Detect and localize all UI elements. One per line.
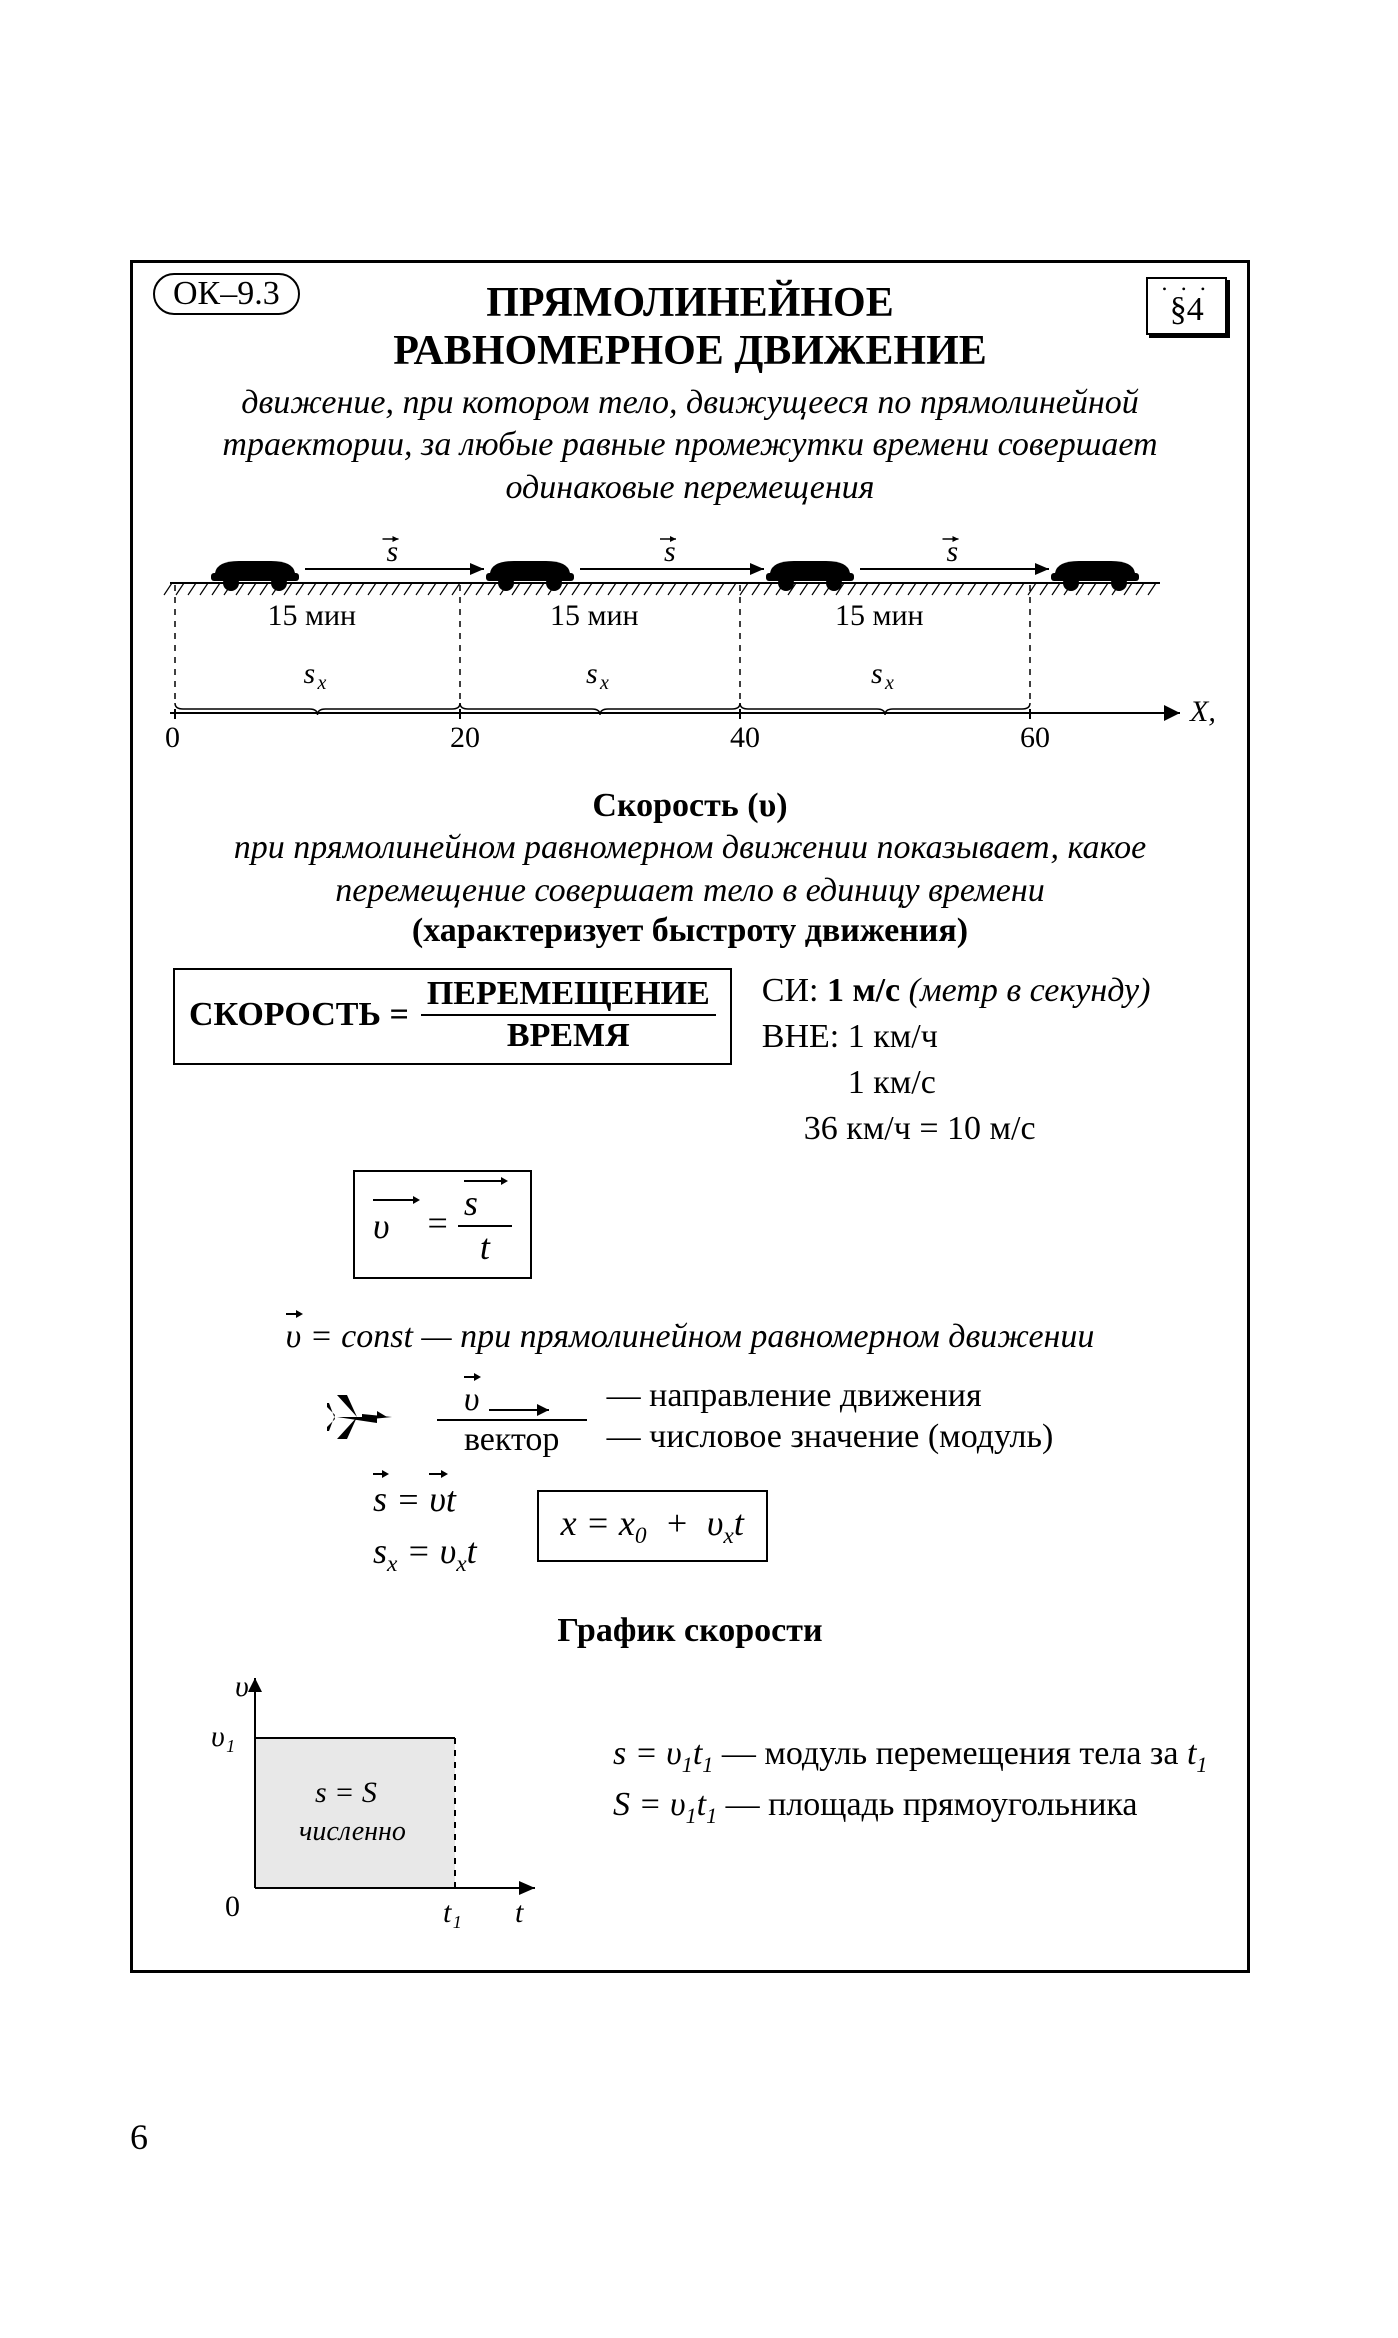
units-l3: 1 км/с bbox=[762, 1060, 1151, 1106]
word-formula-fraction: ПЕРЕМЕЩЕНИЕ ВРЕМЯ bbox=[421, 976, 716, 1053]
vec-den: t bbox=[474, 1227, 496, 1267]
velocity-graph: υ υ₁ 0 t₁ t s = S численно bbox=[193, 1660, 573, 1940]
svg-text:X, км: X, км bbox=[1189, 695, 1220, 728]
svg-text:s: s bbox=[304, 657, 316, 690]
ok-badge: ОК–9.3 bbox=[153, 273, 300, 315]
section-badge-text: §4 bbox=[1170, 291, 1204, 328]
svg-text:υ: υ bbox=[235, 1670, 249, 1703]
svg-text:15 мин: 15 мин bbox=[835, 599, 924, 632]
svg-text:t: t bbox=[515, 1896, 524, 1929]
graph-heading: График скорости bbox=[153, 1612, 1227, 1650]
svg-text:s = S: s = S bbox=[315, 1776, 377, 1809]
plane-row: υ вектор — направление движения — числов… bbox=[153, 1376, 1227, 1459]
speed-heading: Скорость (υ) bbox=[153, 787, 1227, 825]
equation-column: s = υt sx = υxt bbox=[373, 1473, 477, 1579]
road-diagram: sss 15 мин15 мин15 мин sxsxsx 0204060 X,… bbox=[160, 523, 1220, 763]
graph-row: υ υ₁ 0 t₁ t s = S численно s = υ1t1 — мо… bbox=[193, 1660, 1227, 1940]
svg-text:s: s bbox=[586, 657, 598, 690]
word-formula-box: СКОРОСТЬ = ПЕРЕМЕЩЕНИЕ ВРЕМЯ bbox=[173, 968, 732, 1065]
const-rhs: — при прямолинейном равномерном движении bbox=[421, 1318, 1094, 1355]
plane-r1: — направление движения bbox=[607, 1376, 1054, 1417]
section-badge: • • • §4 bbox=[1146, 277, 1227, 335]
svg-text:x: x bbox=[884, 672, 894, 694]
plane-descriptions: — направление движения — числовое значен… bbox=[607, 1376, 1054, 1458]
boxed-equation: x = x0 + υxt bbox=[537, 1490, 768, 1562]
svg-text:15 мин: 15 мин bbox=[268, 599, 357, 632]
units-l2: ВНЕ: 1 км/ч bbox=[762, 1014, 1151, 1060]
plane-bottom-label: вектор bbox=[464, 1421, 559, 1459]
units-l1a: СИ: bbox=[762, 972, 827, 1009]
svg-text:s: s bbox=[871, 657, 883, 690]
plane-r2: — числовое значение (модуль) bbox=[607, 1417, 1054, 1458]
content-frame: ОК–9.3 • • • §4 ПРЯМОЛИНЕЙНОЕ РАВНОМЕРНО… bbox=[130, 260, 1250, 1973]
units-l1b: 1 м/с bbox=[827, 972, 900, 1009]
svg-text:x: x bbox=[599, 672, 609, 694]
plane-top-v: υ bbox=[464, 1376, 480, 1419]
title-line-1: ПРЯМОЛИНЕЙНОЕ bbox=[486, 280, 893, 326]
page: ОК–9.3 • • • §4 ПРЯМОЛИНЕЙНОЕ РАВНОМЕРНО… bbox=[0, 0, 1398, 2338]
definition-text: движение, при котором тело, движущееся п… bbox=[193, 382, 1187, 510]
vec-lhs: υ⃗ bbox=[373, 1199, 418, 1246]
title-line-2: РАВНОМЕРНОЕ ДВИЖЕНИЕ bbox=[393, 328, 987, 374]
graph-explanations: s = υ1t1 — модуль перемещения тела за t1… bbox=[613, 1730, 1207, 1831]
page-title: ПРЯМОЛИНЕЙНОЕ РАВНОМЕРНОЕ ДВИЖЕНИЕ bbox=[153, 279, 1227, 376]
speed-definition: при прямолинейном равномерном движении п… bbox=[193, 827, 1187, 912]
svg-text:15 мин: 15 мин bbox=[550, 599, 639, 632]
svg-text:20: 20 bbox=[450, 721, 480, 754]
svg-text:40: 40 bbox=[730, 721, 760, 754]
word-formula-row: СКОРОСТЬ = ПЕРЕМЕЩЕНИЕ ВРЕМЯ СИ: 1 м/с (… bbox=[173, 968, 1207, 1152]
svg-text:численно: численно bbox=[299, 1816, 406, 1847]
page-number: 6 bbox=[130, 2116, 148, 2158]
units-block: СИ: 1 м/с (метр в секунду) ВНЕ: 1 км/ч 1… bbox=[762, 968, 1151, 1152]
svg-text:t₁: t₁ bbox=[443, 1896, 462, 1929]
vector-formula-box: υ⃗ = s⃗ t bbox=[353, 1170, 532, 1279]
units-l4: 36 км/ч = 10 м/с bbox=[762, 1106, 1151, 1152]
word-formula-num: ПЕРЕМЕЩЕНИЕ bbox=[421, 976, 716, 1016]
word-formula-den: ВРЕМЯ bbox=[501, 1016, 636, 1054]
svg-text:0: 0 bbox=[225, 1890, 240, 1923]
word-formula-lhs: СКОРОСТЬ = bbox=[189, 996, 409, 1034]
svg-text:0: 0 bbox=[165, 721, 180, 754]
svg-text:x: x bbox=[317, 672, 327, 694]
plane-icon bbox=[327, 1382, 417, 1452]
const-line: υ = const — при прямолинейном равномерно… bbox=[193, 1313, 1187, 1356]
speed-note: (характеризует быстроту движения) bbox=[153, 912, 1227, 950]
equation-block: s = υt sx = υxt x = x0 + υxt bbox=[373, 1473, 1227, 1579]
units-l1c: (метр в секунду) bbox=[909, 972, 1151, 1009]
vec-num: s⃗ bbox=[464, 1180, 506, 1223]
svg-text:υ₁: υ₁ bbox=[211, 1720, 235, 1753]
svg-text:60: 60 bbox=[1020, 721, 1050, 754]
